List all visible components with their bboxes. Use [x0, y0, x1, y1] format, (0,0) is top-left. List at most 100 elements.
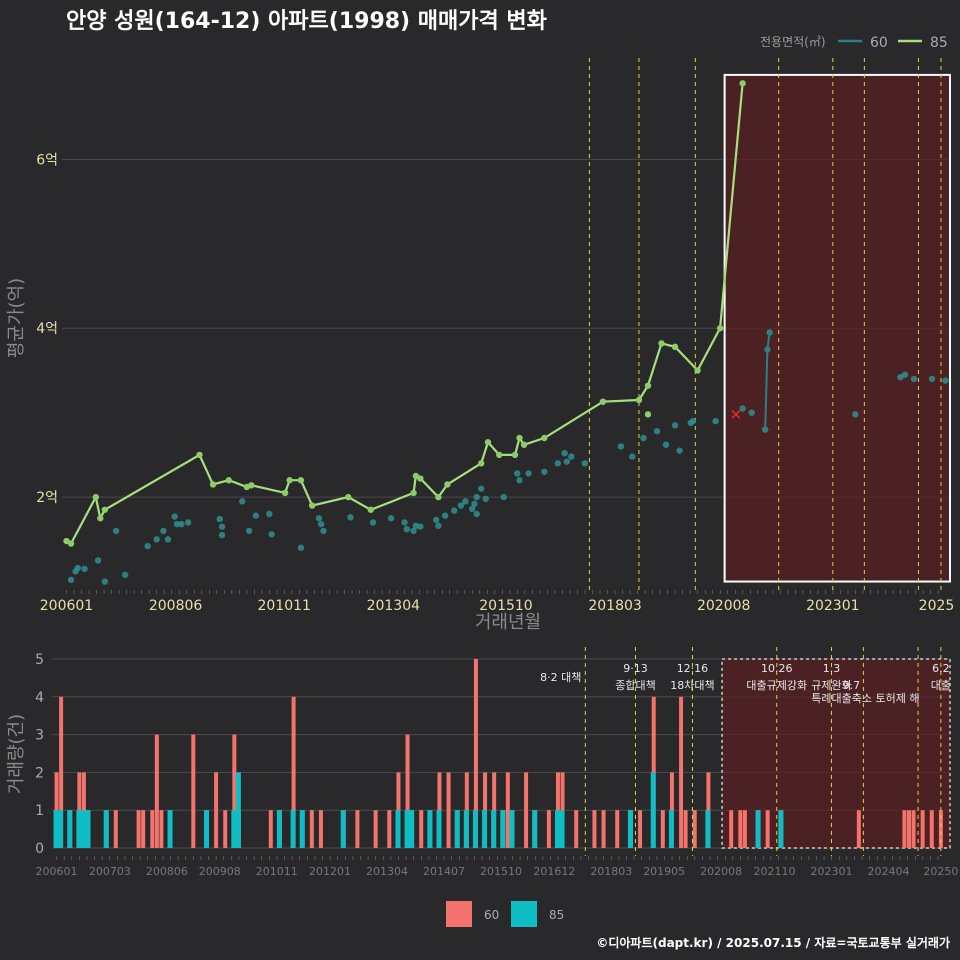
volume-bar-60 — [309, 810, 314, 848]
series-60-point — [671, 422, 679, 429]
policy-annotation: 18차대책 — [670, 679, 714, 692]
series-85-point — [478, 460, 485, 467]
volume-bar-60 — [765, 810, 770, 848]
policy-annotation: 대출 — [931, 679, 951, 692]
price-x-tick-label: 201304 — [367, 598, 421, 614]
price-y-axis-title: 평균가(억) — [6, 278, 27, 358]
volume-x-tick-label: 202404 — [867, 865, 909, 878]
volume-bar-85 — [235, 772, 241, 848]
series-60-point — [67, 576, 75, 584]
volume-bar-85 — [668, 810, 674, 848]
volume-bar-60 — [524, 772, 529, 848]
series-60-point — [525, 470, 532, 477]
series-60-point — [153, 536, 160, 543]
series-60-point — [473, 493, 480, 501]
series-60-point — [297, 544, 305, 551]
series-60-point — [516, 477, 523, 484]
series-85-point — [308, 502, 316, 509]
volume-bar-85 — [559, 810, 565, 848]
volume-bar-60 — [159, 810, 164, 848]
volume-x-tick-label: 202301 — [810, 865, 852, 878]
volume-bar-60 — [692, 810, 697, 848]
volume-bar-85 — [76, 810, 82, 848]
series-60-point — [561, 450, 568, 457]
series-60-point — [185, 519, 192, 526]
volume-bar-60 — [191, 734, 196, 848]
volume-bar-85 — [554, 810, 560, 848]
volume-x-tick-label: 200908 — [199, 865, 241, 878]
volume-bar-85 — [276, 810, 282, 848]
series-60-point — [629, 453, 636, 460]
series-85-point — [739, 80, 746, 87]
series-60-point — [410, 527, 417, 535]
series-60-point — [500, 493, 507, 501]
volume-bar-85 — [500, 810, 506, 848]
price-x-tick-label: 201510 — [479, 598, 532, 614]
series-60-point — [178, 520, 185, 528]
volume-bar-60 — [902, 810, 907, 848]
series-60-point — [401, 519, 408, 526]
series-60-point — [568, 453, 575, 460]
volume-bar-60 — [355, 810, 360, 848]
series-85-point — [716, 325, 724, 332]
volume-bar-85 — [231, 810, 237, 848]
volume-bar-85 — [103, 810, 109, 848]
volume-bar-60 — [683, 810, 688, 848]
volume-bar-60 — [660, 810, 665, 848]
volume-plot: 0 1 2 3 4 5 8·2 대책 9·13 종합대책 12·16 18차대책 10.26 대출규제강… — [35, 647, 958, 878]
volume-bar-85 — [395, 810, 401, 848]
series-85-line — [65, 83, 744, 546]
series-60-point — [471, 500, 478, 508]
volume-bar-60 — [419, 810, 424, 848]
series-85-point — [496, 451, 503, 459]
volume-bar-85 — [58, 810, 64, 848]
series-60-point — [640, 434, 647, 442]
series-85-point — [484, 439, 492, 446]
series-60-point — [514, 470, 521, 477]
series-85-point — [635, 396, 643, 404]
series-60-point — [462, 498, 469, 505]
volume-bar-85 — [650, 772, 656, 848]
volume-bar-60 — [446, 772, 451, 848]
volume-bar-60 — [574, 810, 579, 848]
volume-bar-85 — [80, 810, 86, 848]
volume-x-tick-label: 201304 — [366, 865, 408, 878]
policy-annotation: 대출규제강화 — [746, 679, 807, 692]
series-85-point — [67, 540, 75, 547]
series-60-point — [662, 441, 670, 448]
series-85-point — [644, 382, 652, 389]
series-60-point — [541, 468, 548, 475]
series-60-point — [653, 428, 661, 435]
price-highlight-box — [723, 73, 951, 583]
volume-bar-60 — [920, 810, 925, 848]
volume-bar-60 — [154, 734, 159, 848]
series-60-point — [748, 409, 755, 416]
legend-title: 전용면적(㎡) — [760, 35, 826, 49]
series-85-point — [225, 477, 232, 484]
volume-bar-60 — [911, 810, 916, 848]
volume-x-tick-label: 201510 — [480, 865, 522, 878]
volume-bar-85 — [482, 810, 488, 848]
price-x-tick-label: 200806 — [149, 598, 203, 614]
series-60-point — [432, 516, 440, 524]
series-60-point — [676, 447, 683, 454]
series-60-point — [171, 513, 178, 520]
series-85-point — [417, 475, 424, 482]
series-60-point — [403, 526, 411, 533]
series-85-point — [248, 482, 255, 489]
policy-annotation-date: 9·13 — [623, 662, 648, 675]
series-60-line — [764, 332, 771, 430]
volume-y-tick-label: 3 — [35, 728, 44, 744]
series-85-point — [101, 506, 109, 513]
price-y-tick-label: 2억 — [36, 490, 58, 506]
legend-bottom-label-85: 85 — [549, 908, 564, 922]
volume-bar-85 — [463, 810, 469, 848]
price-plot: 2억 4억 6억 200601 200806 201011 201304 201510 2018… — [36, 58, 954, 614]
series-85-point — [410, 489, 417, 497]
volume-bar-85 — [778, 810, 784, 848]
volume-bar-85 — [755, 810, 761, 848]
series-85-point — [367, 506, 374, 513]
series-60-point — [315, 515, 323, 522]
volume-bar-85 — [627, 810, 633, 848]
series-60-point — [121, 571, 129, 578]
